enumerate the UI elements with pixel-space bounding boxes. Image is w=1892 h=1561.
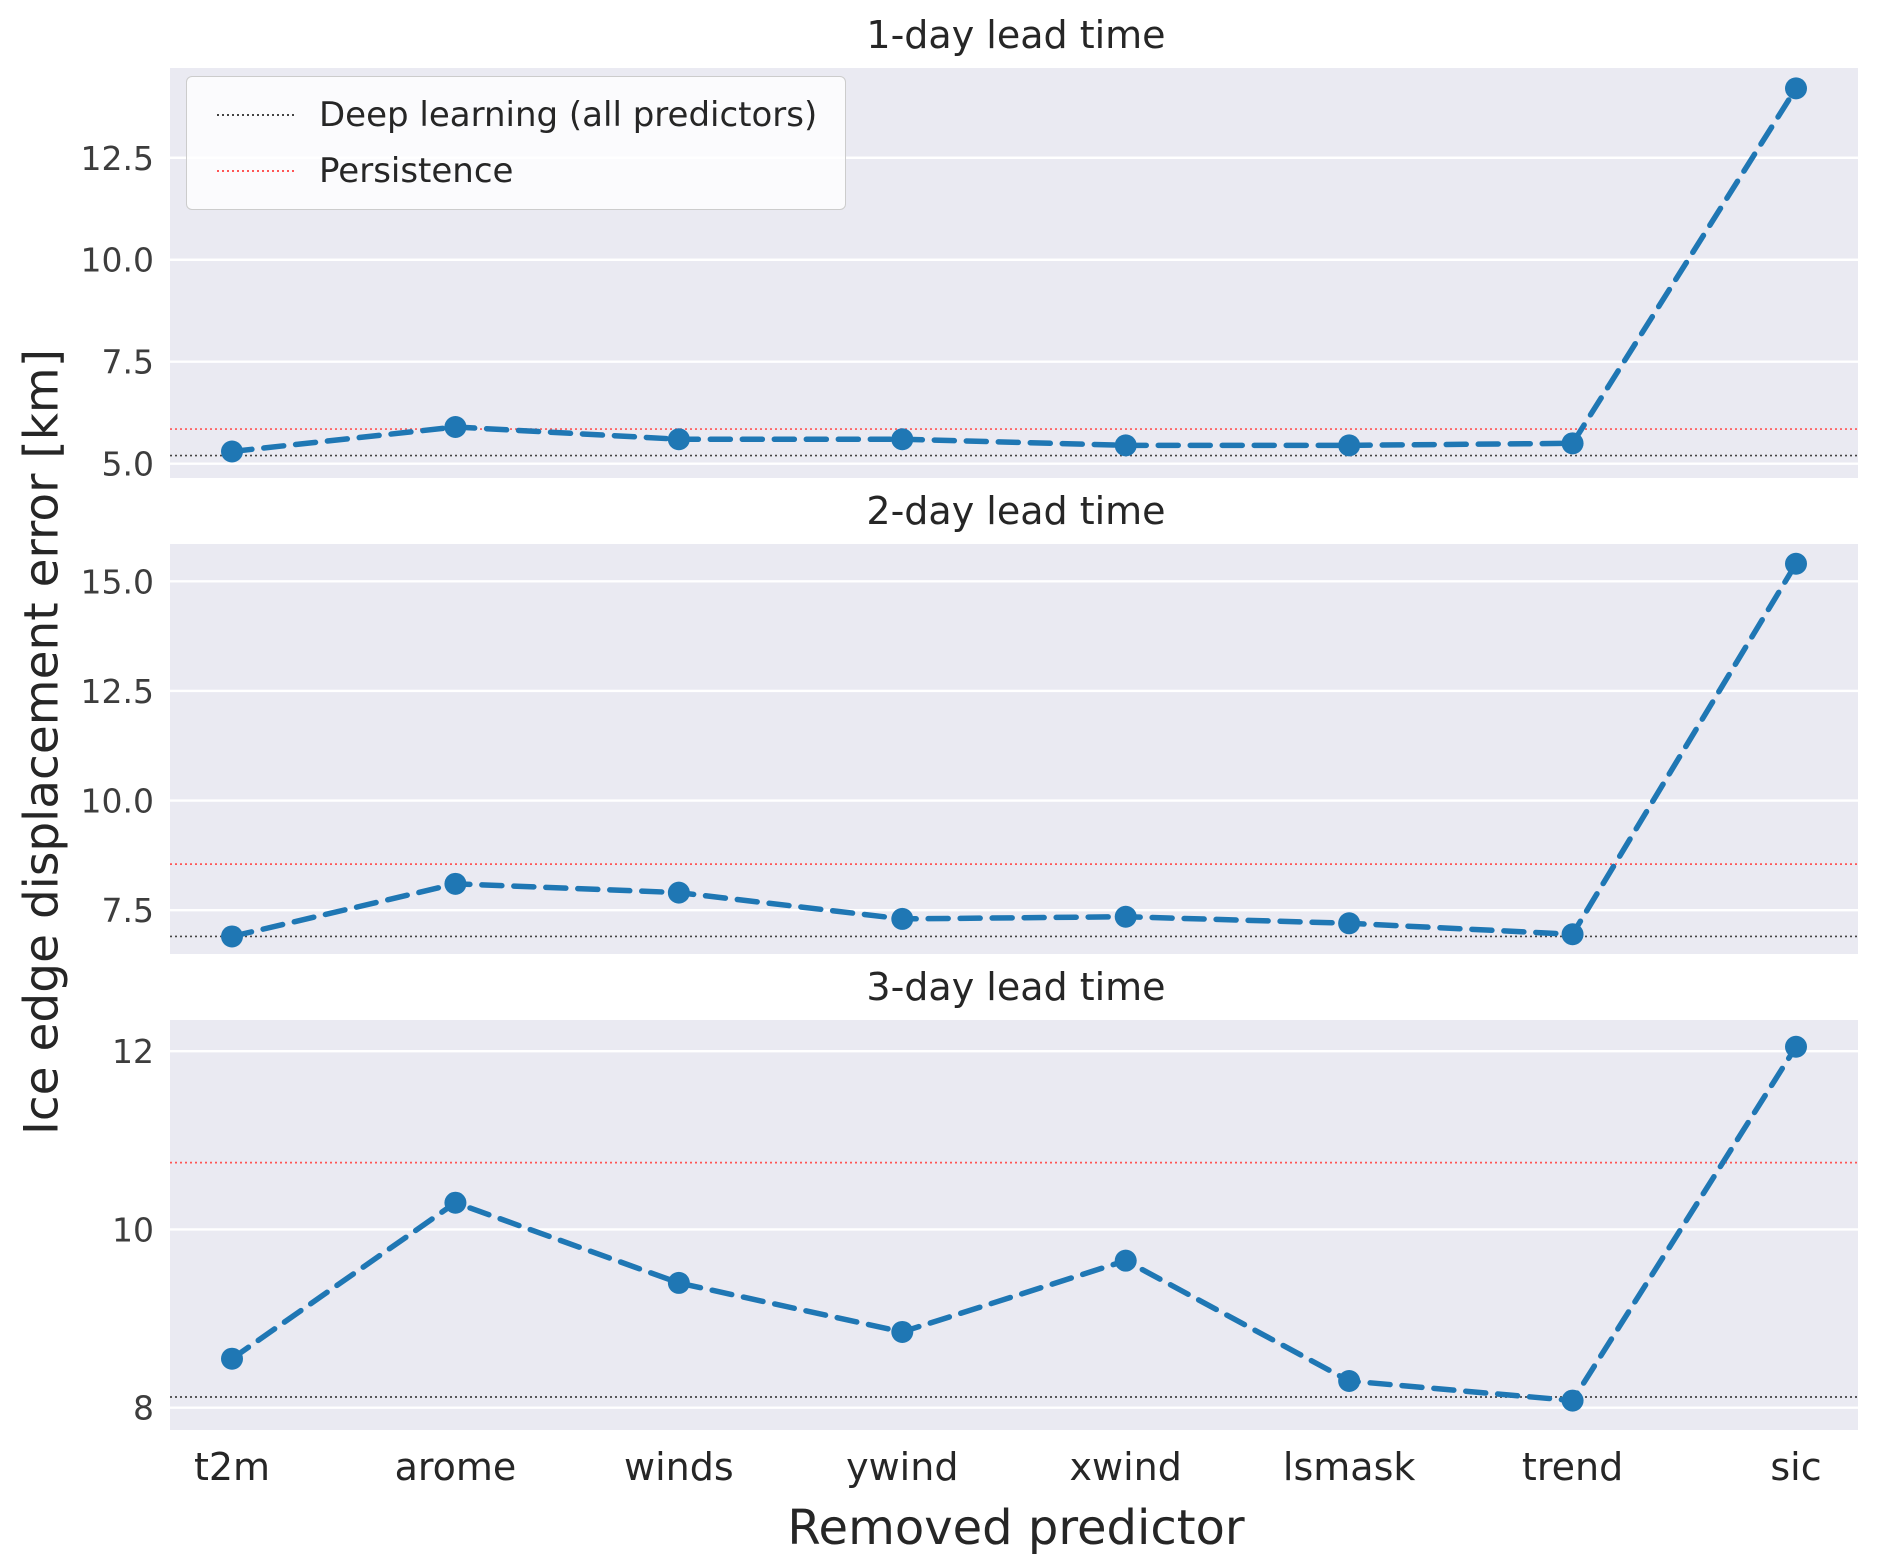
subplot-3day-title: 3-day lead time xyxy=(866,965,1166,1009)
y-tick-label: 12.5 xyxy=(81,672,154,711)
data-point-marker xyxy=(667,428,690,451)
subplot-2day: 2-day lead time 7.5 10.0 12.5 15.0 xyxy=(0,484,1892,960)
data-point-marker xyxy=(1561,432,1584,455)
series-line xyxy=(229,1043,1799,1404)
subplot-3day: 3-day lead time 8 10 12 t2m arome winds ywind x… xyxy=(0,960,1892,1498)
x-tick-label: lsmask xyxy=(1283,1445,1415,1489)
data-point-marker xyxy=(221,440,243,463)
series-line xyxy=(229,85,1799,455)
subplot-1day-title: 1-day lead time xyxy=(866,13,1166,57)
data-point-marker xyxy=(1785,77,1807,100)
data-point-marker xyxy=(1114,1249,1137,1272)
data-point-marker xyxy=(1561,1389,1584,1412)
data-point-marker xyxy=(891,907,914,930)
x-tick-label: trend xyxy=(1522,1445,1623,1489)
data-point-marker xyxy=(444,1191,467,1214)
y-tick-label: 5.0 xyxy=(102,445,154,484)
data-point-marker xyxy=(891,1320,914,1343)
data-point-marker xyxy=(1785,1035,1807,1058)
deep-learning-line-sample xyxy=(217,114,295,116)
legend-item-deep-learning: Deep learning (all predictors) xyxy=(215,95,817,135)
subplot-1day: 1-day lead time 5.0 7.5 10.0 12.5 Deep lear… xyxy=(0,8,1892,484)
subplot-3day-plot: 8 10 12 t2m arome winds ywind xwind lsmask trend s… xyxy=(112,1020,1858,1489)
legend: Deep learning (all predictors) Persisten… xyxy=(186,76,847,210)
x-axis-title: Removed predictor xyxy=(787,1500,1245,1556)
legend-label-deep-learning: Deep learning (all predictors) xyxy=(319,95,818,135)
legend-label-persistence: Persistence xyxy=(319,151,514,191)
legend-item-persistence: Persistence xyxy=(215,151,817,191)
data-point-marker xyxy=(891,428,914,451)
y-tick-label: 10.0 xyxy=(81,782,154,821)
subplot-2day-title: 2-day lead time xyxy=(866,489,1166,533)
plot-area xyxy=(170,1020,1858,1430)
y-tick-label: 15.0 xyxy=(81,562,154,601)
data-point-marker xyxy=(667,1271,690,1294)
data-point-marker xyxy=(1785,552,1807,575)
x-tick-label: ywind xyxy=(846,1445,958,1489)
x-tick-label: t2m xyxy=(194,1445,270,1489)
data-point-marker xyxy=(1338,434,1361,457)
y-tick-label: 10 xyxy=(112,1210,154,1249)
data-point-marker xyxy=(221,1347,243,1370)
persistence-line-sample xyxy=(217,170,295,172)
series-line xyxy=(229,560,1799,940)
y-tick-label: 8 xyxy=(133,1389,154,1428)
data-point-marker xyxy=(444,872,467,895)
subplot-2day-plot: 7.5 10.0 12.5 15.0 xyxy=(81,544,1858,954)
data-point-marker xyxy=(444,416,467,439)
data-point-marker xyxy=(1338,912,1361,935)
x-tick-label: winds xyxy=(624,1445,734,1489)
data-point-marker xyxy=(221,925,243,948)
y-tick-label: 7.5 xyxy=(102,343,154,382)
x-tick-label: xwind xyxy=(1070,1445,1182,1489)
data-point-marker xyxy=(1561,923,1584,946)
data-point-marker xyxy=(1114,905,1137,928)
y-tick-label: 12 xyxy=(112,1032,154,1071)
y-tick-label: 12.5 xyxy=(81,139,154,178)
x-tick-label: arome xyxy=(395,1445,517,1489)
data-point-marker xyxy=(1114,434,1137,457)
y-tick-label: 7.5 xyxy=(102,891,154,930)
data-point-marker xyxy=(667,881,690,904)
plots-column: 1-day lead time 5.0 7.5 10.0 12.5 Deep lear… xyxy=(0,8,1892,1498)
y-tick-label: 10.0 xyxy=(81,241,154,280)
x-tick-label: sic xyxy=(1770,1445,1821,1489)
data-point-marker xyxy=(1338,1369,1361,1392)
